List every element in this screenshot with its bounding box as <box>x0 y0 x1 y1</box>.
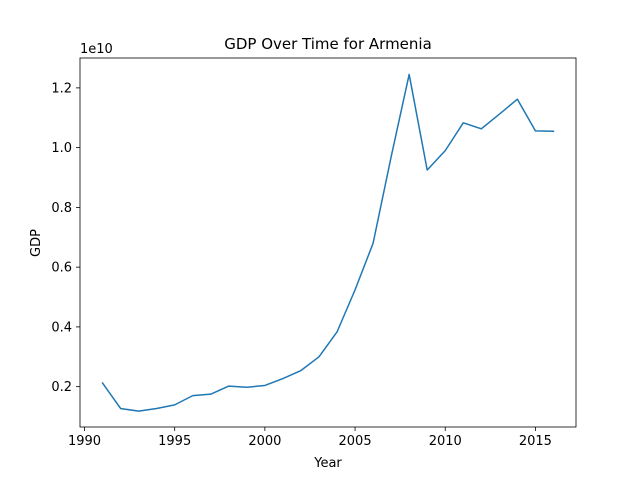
chart-title: GDP Over Time for Armenia <box>224 35 432 53</box>
x-tick-label: 1995 <box>158 434 191 449</box>
series-line <box>101 73 555 412</box>
x-tick-label: 2015 <box>519 434 552 449</box>
x-tick-label: 2005 <box>339 434 372 449</box>
x-tick-label: 1990 <box>68 434 101 449</box>
axes-frame <box>79 57 577 428</box>
y-tick-label: 1.2 <box>51 81 72 96</box>
y-tick-label: 0.2 <box>51 380 72 395</box>
y-tick-label: 0.8 <box>51 201 72 216</box>
x-tick-label: 2000 <box>248 434 281 449</box>
y-tick-label: 1.0 <box>51 141 72 156</box>
y-tick-label: 0.4 <box>51 320 72 335</box>
y-tick-label: 0.6 <box>51 261 72 276</box>
y-offset-label: 1e10 <box>80 42 113 57</box>
x-axis-title: Year <box>313 456 342 471</box>
x-tick-label: 2010 <box>429 434 462 449</box>
y-axis-title: GDP <box>29 229 44 257</box>
plot-area: 1990 1995 2000 2005 2010 2015 0.2 0.4 0.6 0.8 1.0 1… <box>51 57 577 449</box>
